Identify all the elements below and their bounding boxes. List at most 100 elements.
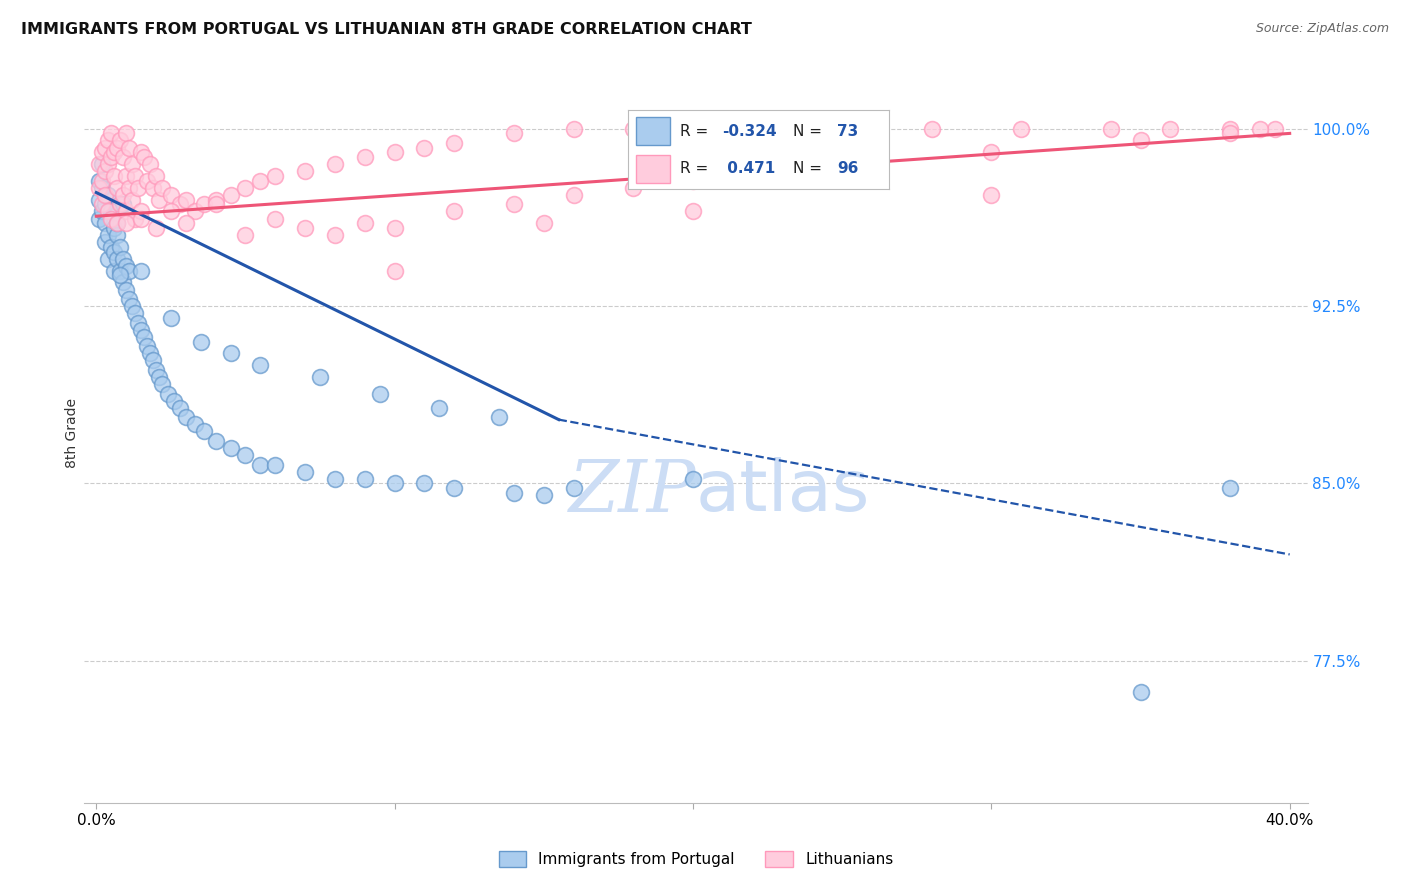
Point: [1219, 121, 1241, 136]
Point: [204, 197, 226, 211]
Point: [264, 169, 287, 183]
Point: [503, 197, 526, 211]
Point: [100, 150, 122, 164]
Point: [413, 140, 436, 154]
Point: [1159, 121, 1181, 136]
Point: [249, 358, 271, 372]
Point: [682, 174, 704, 188]
Point: [264, 211, 287, 226]
Point: [193, 197, 215, 211]
Point: [353, 472, 375, 486]
Point: [384, 145, 406, 160]
Point: [443, 204, 465, 219]
Point: [115, 216, 138, 230]
Point: [1129, 134, 1152, 148]
Point: [115, 169, 138, 183]
Point: [488, 410, 510, 425]
Point: [97, 134, 120, 148]
Point: [235, 181, 257, 195]
Point: [121, 157, 143, 171]
Point: [105, 181, 128, 195]
Point: [174, 193, 197, 207]
Point: [145, 363, 167, 377]
Point: [89, 193, 111, 207]
Point: [562, 187, 585, 202]
Point: [980, 187, 1002, 202]
Point: [97, 187, 120, 202]
Point: [219, 187, 242, 202]
Point: [94, 216, 117, 230]
Text: 0.471: 0.471: [723, 161, 775, 176]
Point: [1219, 481, 1241, 495]
Point: [129, 263, 152, 277]
Text: N =: N =: [793, 161, 827, 176]
Point: [309, 370, 332, 384]
Point: [184, 417, 207, 432]
Point: [124, 306, 146, 320]
Point: [294, 465, 316, 479]
Text: 96: 96: [837, 161, 859, 176]
Point: [103, 145, 125, 160]
Point: [94, 197, 117, 211]
Point: [124, 211, 146, 226]
Point: [429, 401, 451, 415]
Text: R =: R =: [681, 124, 713, 139]
FancyBboxPatch shape: [636, 117, 669, 145]
Point: [174, 410, 197, 425]
Point: [533, 488, 555, 502]
Y-axis label: 8th Grade: 8th Grade: [65, 398, 79, 467]
Point: [443, 481, 465, 495]
Point: [105, 228, 128, 243]
Point: [127, 181, 149, 195]
Point: [118, 263, 141, 277]
Point: [169, 401, 191, 415]
Point: [443, 136, 465, 150]
FancyBboxPatch shape: [636, 154, 669, 183]
Point: [150, 181, 173, 195]
Point: [921, 121, 943, 136]
Point: [249, 458, 271, 472]
Point: [115, 259, 138, 273]
Point: [112, 197, 135, 211]
Point: [91, 204, 114, 219]
Point: [682, 472, 704, 486]
Point: [100, 211, 122, 226]
Point: [136, 174, 159, 188]
Text: 73: 73: [837, 124, 859, 139]
Point: [384, 476, 406, 491]
Point: [264, 458, 287, 472]
Point: [169, 197, 191, 211]
Point: [1249, 121, 1271, 136]
Point: [112, 276, 135, 290]
Point: [204, 434, 226, 448]
Point: [741, 121, 763, 136]
Point: [97, 228, 120, 243]
Point: [150, 377, 173, 392]
Point: [100, 127, 122, 141]
Text: N =: N =: [793, 124, 827, 139]
Point: [94, 140, 117, 154]
Point: [1219, 127, 1241, 141]
Point: [94, 187, 117, 202]
Point: [139, 157, 162, 171]
Point: [97, 157, 120, 171]
Point: [148, 370, 170, 384]
Point: [112, 187, 135, 202]
Point: [105, 216, 128, 230]
Point: [97, 252, 120, 266]
Point: [94, 235, 117, 250]
Point: [91, 157, 114, 171]
Text: ZIP: ZIP: [568, 457, 696, 527]
Point: [129, 145, 152, 160]
Point: [129, 204, 152, 219]
Point: [139, 346, 162, 360]
Point: [156, 386, 179, 401]
Point: [136, 339, 159, 353]
Point: [294, 164, 316, 178]
Point: [1264, 121, 1286, 136]
Text: Source: ZipAtlas.com: Source: ZipAtlas.com: [1256, 22, 1389, 36]
Point: [94, 164, 117, 178]
Point: [249, 174, 271, 188]
Point: [219, 346, 242, 360]
Point: [115, 283, 138, 297]
